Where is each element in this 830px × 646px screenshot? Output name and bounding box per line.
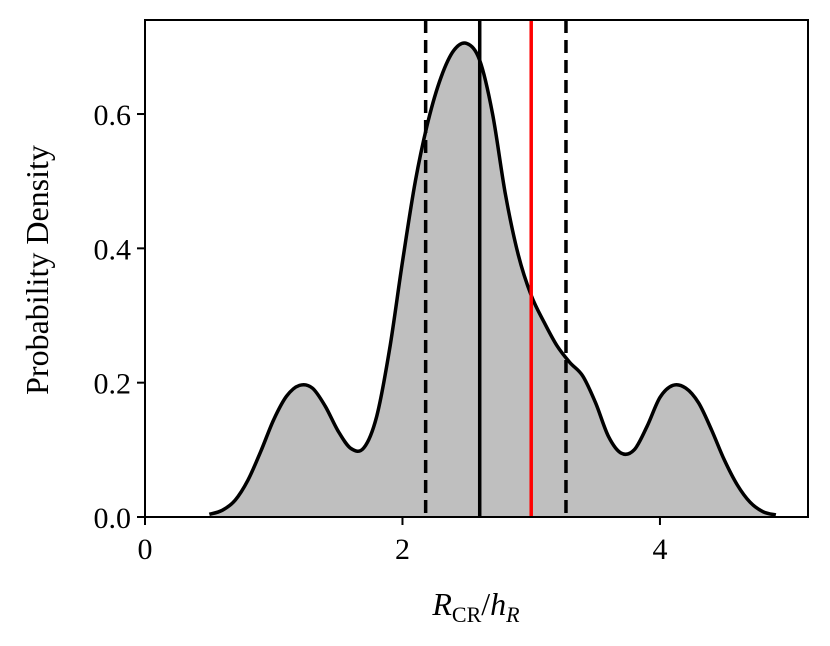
x-tick-label: 4 (652, 533, 667, 566)
axes-frame (144, 19, 809, 518)
x-axis-label-denominator-subscript: R (505, 602, 520, 627)
ticks: 0 2 4 0.0 0.2 0.4 0.6 (94, 99, 668, 566)
x-tick-label: 2 (395, 533, 410, 566)
plot-area (208, 20, 777, 517)
density-curve (208, 41, 777, 517)
x-axis-label: RCR/hR (431, 586, 520, 627)
density-area-fill (209, 43, 776, 517)
x-axis-label-main: R (431, 586, 452, 622)
y-axis-label: Probability Density (19, 145, 55, 395)
x-axis-label-denominator: h (490, 586, 506, 622)
y-tick-label: 0.0 (94, 502, 132, 535)
y-tick-label: 0.4 (94, 233, 132, 266)
y-tick-label: 0.2 (94, 368, 132, 401)
x-axis-label-separator: / (481, 586, 490, 622)
x-tick-label: 0 (138, 533, 153, 566)
y-tick-label: 0.6 (94, 99, 132, 132)
x-axis-label-main-subscript: CR (452, 602, 482, 627)
